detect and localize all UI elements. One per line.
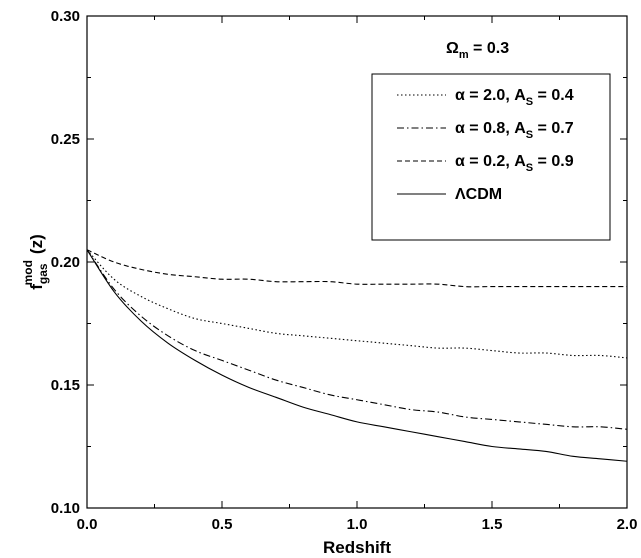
legend-label-text: α = 2.0, A [455, 87, 526, 104]
y-tick-label: 0.20 [51, 254, 80, 271]
x-tick-label: 1.5 [482, 516, 503, 533]
x-tick-label: 0.5 [212, 516, 233, 533]
legend-label-value: = 0.7 [533, 120, 574, 137]
legend-box [371, 73, 611, 241]
y-axis-title-tail: (z) [27, 234, 46, 254]
legend-label-text: α = 0.8, A [455, 120, 526, 137]
omega-value: = 0.3 [469, 40, 510, 57]
legend-label-2: α = 0.8, AS = 0.7 [455, 120, 574, 141]
y-tick-label: 0.30 [51, 8, 80, 25]
x-tick-label: 1.0 [347, 516, 368, 533]
omega-annotation: Ωm = 0.3 [446, 40, 509, 61]
y-axis-title-sup: mod [21, 260, 35, 285]
legend-label-text: α = 0.2, A [455, 153, 526, 170]
x-tick-label: 2.0 [617, 516, 638, 533]
legend: α = 2.0, AS = 0.4α = 0.8, AS = 0.7α = 0.… [397, 87, 574, 203]
omega-sub: m [459, 49, 469, 61]
legend-label-1: α = 2.0, AS = 0.4 [455, 87, 574, 108]
y-axis-title-main: f [27, 284, 46, 290]
legend-label-4: ΛCDM [455, 186, 502, 203]
series-line-2 [86, 249, 628, 430]
series-line-1 [86, 249, 628, 359]
x-tick-label: 0.0 [77, 516, 98, 533]
omega-symbol: Ω [446, 40, 459, 57]
series-group [86, 249, 628, 462]
legend-label-3: α = 0.2, AS = 0.9 [455, 153, 574, 174]
legend-label-sub: S [526, 129, 533, 141]
legend-label-sub: S [526, 96, 533, 108]
axis-ticks: 0.0 0.5 1.0 1.5 2.0 0.10 0.15 0.20 0.25 0.30 [51, 8, 638, 533]
y-tick-label: 0.10 [51, 500, 80, 517]
y-axis-title: fgasmod (z) [21, 234, 50, 290]
legend-label-value: = 0.9 [533, 153, 574, 170]
legend-label-text: ΛCDM [455, 186, 502, 203]
series-line-3 [86, 249, 627, 288]
y-tick-label: 0.25 [51, 131, 80, 148]
legend-label-sub: S [526, 162, 533, 174]
x-axis-title: Redshift [323, 538, 391, 557]
y-axis-title-sub: gas [36, 263, 50, 284]
legend-label-value: = 0.4 [533, 87, 574, 104]
y-tick-label: 0.15 [51, 377, 80, 394]
series-line-4 [86, 249, 628, 462]
